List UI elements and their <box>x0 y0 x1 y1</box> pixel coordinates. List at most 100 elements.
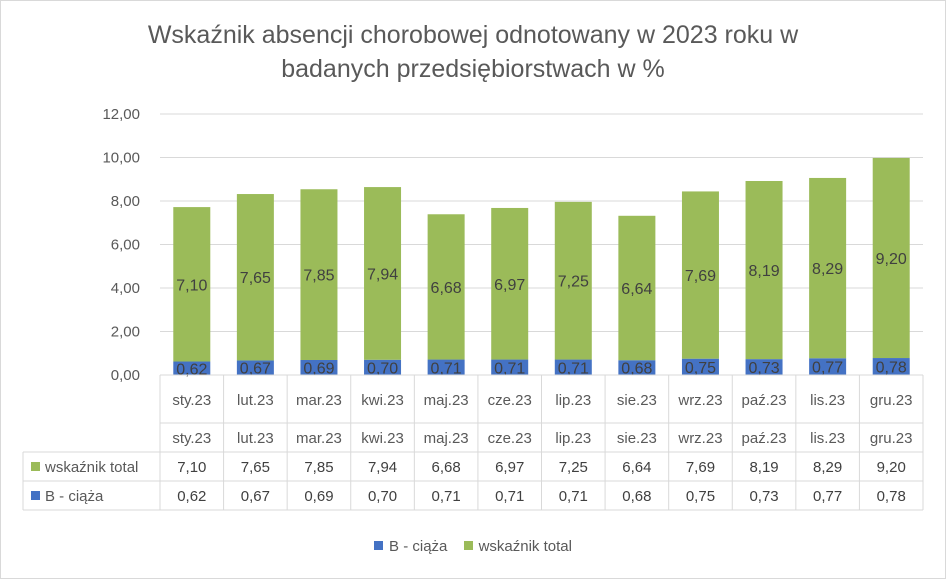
table-cell-b-ciaza-5: 0,71 <box>495 488 524 505</box>
table-cell-wskaznik-total-8: 7,69 <box>686 459 715 476</box>
table-header-cell-0: sty.23 <box>172 430 211 447</box>
data-label-wskaznik-total-1: 7,65 <box>240 270 271 287</box>
x-tick-label-5: cze.23 <box>488 392 532 409</box>
bar-b-ciaza-4 <box>427 359 465 375</box>
table-header-cell-6: lip.23 <box>555 430 591 447</box>
table-header-cell-10: lis.23 <box>810 430 845 447</box>
data-label-b-ciaza-0: 0,62 <box>176 361 207 378</box>
table-row-swatch-wskaznik-total <box>31 462 40 471</box>
table-cell-wskaznik-total-7: 6,64 <box>622 459 651 476</box>
data-label-wskaznik-total-9: 8,19 <box>748 263 779 280</box>
table-cell-wskaznik-total-6: 7,25 <box>559 459 588 476</box>
legend-label-b-ciaza: B - ciąża <box>389 538 448 555</box>
data-label-b-ciaza-7: 0,68 <box>621 361 652 378</box>
bar-b-ciaza-9 <box>745 359 783 375</box>
y-tick-label-1: 2,00 <box>111 324 140 341</box>
table-cell-b-ciaza-4: 0,71 <box>432 488 461 505</box>
bar-b-ciaza-3 <box>364 359 402 375</box>
bar-wskaznik-total-7 <box>618 215 656 361</box>
data-label-wskaznik-total-11: 9,20 <box>876 251 907 268</box>
bar-b-ciaza-7 <box>618 360 656 375</box>
bar-b-ciaza-10 <box>809 358 847 375</box>
bar-wskaznik-total-5 <box>491 207 529 360</box>
data-label-b-ciaza-5: 0,71 <box>494 360 525 377</box>
bar-b-ciaza-2 <box>300 359 338 375</box>
bar-wskaznik-total-0 <box>173 207 211 362</box>
table-cell-b-ciaza-1: 0,67 <box>241 488 270 505</box>
table-header-cell-5: cze.23 <box>488 430 532 447</box>
chart-title: Wskaźnik absencji chorobowej odnotowany … <box>0 18 946 86</box>
data-label-b-ciaza-6: 0,71 <box>558 360 589 377</box>
legend-swatch-wskaznik-total <box>463 541 473 550</box>
chart-title-line-2: badanych przedsiębiorstwach w % <box>281 55 665 83</box>
data-label-wskaznik-total-5: 6,97 <box>494 277 525 294</box>
table-header-cell-11: gru.23 <box>870 430 913 447</box>
data-label-wskaznik-total-10: 8,29 <box>812 261 843 278</box>
data-label-b-ciaza-10: 0,77 <box>812 360 843 377</box>
table-cell-b-ciaza-8: 0,75 <box>686 488 715 505</box>
table-cell-b-ciaza-7: 0,68 <box>622 488 651 505</box>
table-cell-wskaznik-total-9: 8,19 <box>749 459 778 476</box>
x-tick-label-2: mar.23 <box>296 392 342 409</box>
y-tick-label-0: 0,00 <box>111 367 140 384</box>
table-cell-wskaznik-total-4: 6,68 <box>432 459 461 476</box>
table-cell-b-ciaza-0: 0,62 <box>177 488 206 505</box>
bar-wskaznik-total-2 <box>300 189 338 360</box>
x-tick-label-9: paź.23 <box>742 392 787 409</box>
data-label-b-ciaza-3: 0,70 <box>367 360 398 377</box>
table-cell-wskaznik-total-10: 8,29 <box>813 459 842 476</box>
x-tick-label-0: sty.23 <box>172 392 211 409</box>
data-label-wskaznik-total-6: 7,25 <box>558 274 589 291</box>
table-cell-wskaznik-total-2: 7,85 <box>304 459 333 476</box>
bar-wskaznik-total-10 <box>809 177 847 359</box>
y-tick-label-3: 6,00 <box>111 237 140 254</box>
y-tick-label-5: 10,00 <box>102 150 140 167</box>
bar-wskaznik-total-6 <box>554 201 592 360</box>
table-cell-b-ciaza-9: 0,73 <box>749 488 778 505</box>
x-tick-label-8: wrz.23 <box>677 392 722 409</box>
x-tick-label-3: kwi.23 <box>361 392 404 409</box>
table-cell-b-ciaza-10: 0,77 <box>813 488 842 505</box>
x-tick-label-1: lut.23 <box>237 392 274 409</box>
bar-b-ciaza-11 <box>872 358 910 375</box>
chart-title-line-1: Wskaźnik absencji chorobowej odnotowany … <box>147 21 799 49</box>
y-tick-label-4: 8,00 <box>111 193 140 210</box>
legend-swatch-b-ciaza <box>374 541 384 550</box>
bar-b-ciaza-0 <box>173 361 211 375</box>
legend: B - ciąża wskaźnik total <box>0 538 946 555</box>
data-label-wskaznik-total-3: 7,94 <box>367 266 398 283</box>
table-header-cell-4: maj.23 <box>424 430 469 447</box>
bar-wskaznik-total-9 <box>745 180 783 360</box>
data-label-wskaznik-total-8: 7,69 <box>685 268 716 285</box>
legend-label-wskaznik-total: wskaźnik total <box>478 538 572 555</box>
bar-b-ciaza-6 <box>554 359 592 375</box>
x-tick-label-6: lip.23 <box>555 392 591 409</box>
bar-wskaznik-total-1 <box>236 194 274 361</box>
data-label-b-ciaza-9: 0,73 <box>748 360 779 377</box>
table-header-cell-1: lut.23 <box>237 430 274 447</box>
table-cell-wskaznik-total-11: 9,20 <box>877 459 906 476</box>
table-header-cell-9: paź.23 <box>742 430 787 447</box>
data-label-b-ciaza-1: 0,67 <box>240 361 271 378</box>
data-label-wskaznik-total-2: 7,85 <box>303 268 334 285</box>
table-header-cell-3: kwi.23 <box>361 430 404 447</box>
table-cell-wskaznik-total-0: 7,10 <box>177 459 206 476</box>
legend-item-b-ciaza: B - ciąża <box>374 538 447 555</box>
data-label-wskaznik-total-0: 7,10 <box>176 277 207 294</box>
x-tick-label-10: lis.23 <box>810 392 845 409</box>
y-tick-label-2: 4,00 <box>111 280 140 297</box>
x-tick-label-11: gru.23 <box>870 392 913 409</box>
data-label-b-ciaza-8: 0,75 <box>685 360 716 377</box>
data-label-b-ciaza-2: 0,69 <box>303 360 334 377</box>
bar-b-ciaza-8 <box>681 358 719 375</box>
x-tick-label-7: sie.23 <box>617 392 657 409</box>
table-header-cell-8: wrz.23 <box>677 430 722 447</box>
table-cell-b-ciaza-11: 0,78 <box>877 488 906 505</box>
bar-b-ciaza-1 <box>236 360 274 375</box>
bar-wskaznik-total-11 <box>872 157 910 359</box>
data-label-wskaznik-total-4: 6,68 <box>431 280 462 297</box>
data-label-b-ciaza-4: 0,71 <box>431 360 462 377</box>
table-row-label-b-ciaza: B - ciąża <box>45 488 104 505</box>
